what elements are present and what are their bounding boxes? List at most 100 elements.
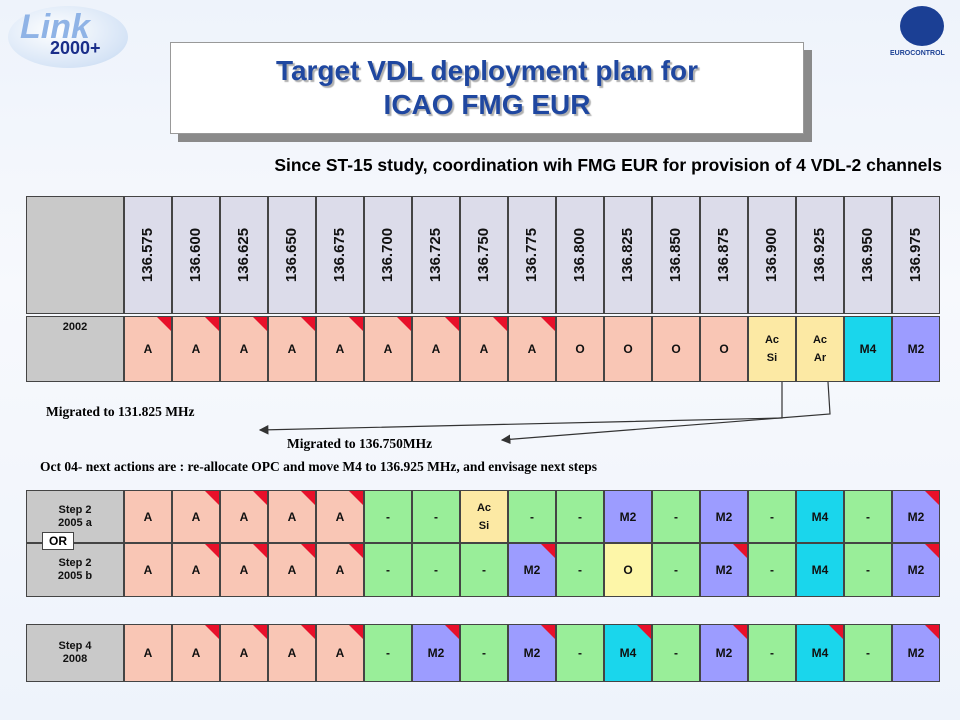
or-label: OR [42, 532, 74, 550]
channel-code: A [191, 646, 201, 660]
channel-cell: - [556, 490, 604, 543]
corner-flag [925, 625, 939, 639]
org-name: EUROCONTROL [890, 50, 945, 57]
channel-cell: M4 [796, 543, 844, 597]
channel-code: - [578, 509, 582, 524]
frequency-header: 136.925 [796, 196, 844, 314]
logo [8, 6, 128, 68]
channel-cell: A [316, 543, 364, 597]
channel-cell: - [508, 490, 556, 543]
channel-code: A [143, 509, 153, 524]
channel-cell: A [124, 543, 172, 597]
channel-code: - [578, 563, 582, 577]
channel-code: - [770, 509, 774, 524]
frequency-header: 136.825 [604, 196, 652, 314]
channel-cell: A [124, 316, 172, 382]
corner-flag [301, 544, 315, 558]
corner-flag [637, 625, 651, 639]
channel-code: M4 [859, 342, 877, 356]
channel-code: - [386, 563, 390, 577]
channel-code: - [434, 563, 438, 577]
channel-code: A [335, 342, 345, 356]
channel-cell: A [268, 490, 316, 543]
channel-cell: M4 [844, 316, 892, 382]
channel-cell: - [748, 543, 796, 597]
corner-flag [445, 625, 459, 639]
channel-cell: M2 [700, 624, 748, 682]
channel-cell: Ac Si [748, 316, 796, 382]
channel-code: A [431, 342, 441, 356]
corner-flag [733, 544, 747, 558]
corner-flag [253, 625, 267, 639]
channel-cell: O [604, 543, 652, 597]
channel-code: - [674, 563, 678, 577]
channel-code: A [239, 342, 249, 356]
corner-flag [829, 625, 843, 639]
channel-cell: M4 [796, 490, 844, 543]
channel-cell: A [220, 624, 268, 682]
channel-code: - [482, 646, 486, 660]
org-icon [900, 6, 944, 46]
channel-cell: - [460, 543, 508, 597]
channel-code: M4 [811, 509, 829, 524]
frequency-header: 136.725 [412, 196, 460, 314]
corner-flag [349, 491, 363, 505]
channel-cell: A [268, 543, 316, 597]
frequency-header: 136.775 [508, 196, 556, 314]
channel-code: - [866, 646, 870, 660]
channel-cell: - [556, 624, 604, 682]
frequency-header: 136.875 [700, 196, 748, 314]
channel-cell: A [316, 624, 364, 682]
frequency-header: 136.700 [364, 196, 412, 314]
frequency-header: 136.675 [316, 196, 364, 314]
channel-cell: - [844, 543, 892, 597]
channel-code: O [623, 342, 633, 356]
corner-flag [253, 491, 267, 505]
row-label-text: Step 2 2005 a [58, 503, 92, 529]
channel-code: - [482, 563, 486, 577]
channel-cell: - [652, 543, 700, 597]
row-label-text: Step 2 2005 b [57, 557, 93, 582]
channel-code: A [191, 563, 201, 577]
channel-cell: M2 [892, 316, 940, 382]
channel-code: A [143, 646, 153, 660]
channel-cell: A [460, 316, 508, 382]
channel-cell: M2 [508, 624, 556, 682]
channel-code: - [770, 646, 774, 660]
channel-code: - [770, 563, 774, 577]
row-label: Step 4 2008 [26, 624, 124, 682]
note: Oct 04- next actions are : re-allocate O… [40, 459, 598, 474]
channel-cell: A [412, 316, 460, 382]
corner-flag [541, 544, 555, 558]
channel-code: A [527, 342, 537, 356]
channel-cell: - [844, 624, 892, 682]
channel-code: A [335, 646, 345, 660]
channel-cell: M2 [508, 543, 556, 597]
note: Migrated to 136.750MHz [287, 436, 433, 451]
channel-cell: - [364, 624, 412, 682]
channel-cell: O [652, 316, 700, 382]
channel-cell: M2 [892, 543, 940, 597]
channel-code: M2 [715, 563, 733, 577]
channel-cell: - [748, 624, 796, 682]
channel-code: A [287, 342, 297, 356]
channel-cell: Ac Si [460, 490, 508, 543]
channel-cell: M2 [700, 490, 748, 543]
channel-code: A [287, 509, 297, 524]
channel-cell: A [268, 316, 316, 382]
corner-flag [253, 544, 267, 558]
channel-cell: A [124, 624, 172, 682]
channel-code: Ac Si [476, 501, 492, 532]
corner-flag [925, 544, 939, 558]
channel-code: A [287, 563, 297, 577]
row-label-text: Step 4 2008 [58, 640, 92, 665]
title-line: ICAO FMG EUR [383, 89, 591, 120]
channel-code: M2 [715, 509, 733, 524]
corner-flag [205, 625, 219, 639]
frequency-header: 136.800 [556, 196, 604, 314]
channel-code: M2 [427, 646, 445, 660]
channel-cell: M2 [700, 543, 748, 597]
channel-cell: O [700, 316, 748, 382]
row-label: Step 2 2005 a [26, 490, 124, 543]
